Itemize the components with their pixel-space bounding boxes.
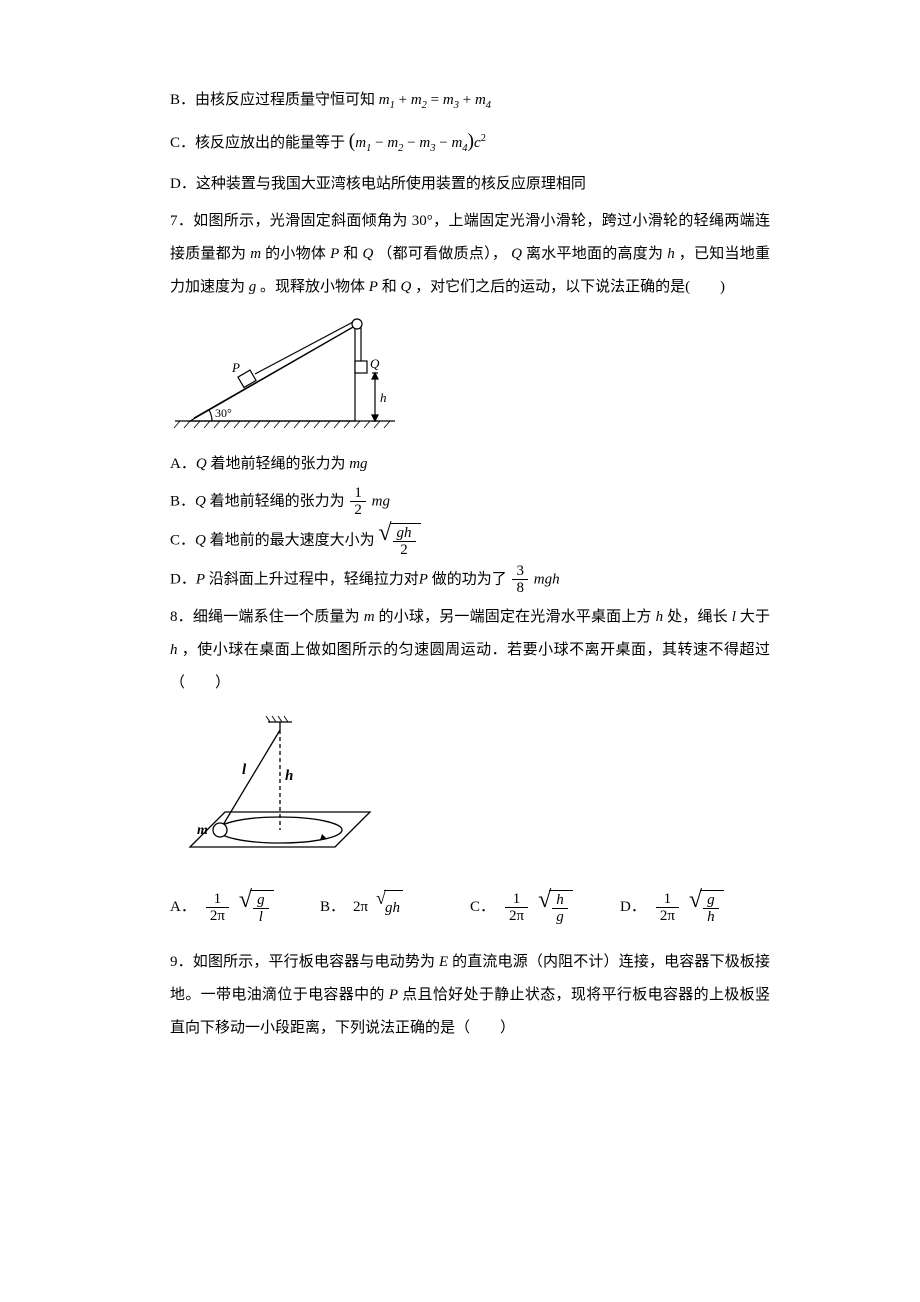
q8-stem: 8．细绳一端系住一个质量为 m 的小球，另一端固定在光滑水平桌面上方 h 处，绳… [170, 601, 770, 700]
q7-fig-angle: 30° [215, 406, 232, 420]
q8-figure: l h m [170, 712, 380, 872]
q7-opt-c: C．Q 着地前的最大速度大小为 √ gh2 [170, 523, 770, 559]
q6-opt-d: D．这种装置与我国大亚湾核电站所使用装置的核反应原理相同 [170, 168, 770, 201]
q6-c-text: C．核反应放出的能量等于 [170, 135, 345, 151]
q9-stem: 9．如图所示，平行板电容器与电动势为 E 的直流电源（内阻不计）连接，电容器下极… [170, 946, 770, 1045]
q8-opt-a: A． 12π √ gl [170, 890, 320, 926]
q8-opt-d: D． 12π √ gh [620, 890, 770, 926]
q6-b-formula: m1 + m2 = m3 + m4 [379, 92, 491, 108]
q6-opt-b: B．由核反应过程质量守恒可知 m1 + m2 = m3 + m4 [170, 84, 770, 117]
q7-fig-h: h [380, 390, 387, 405]
q8-fig-m: m [197, 823, 208, 838]
q7-fig-Q: Q [370, 356, 380, 371]
q7-fig-P: P [231, 360, 240, 375]
q7-opt-d: D．P 沿斜面上升过程中，轻绳拉力对P 做的功为了 38 mgh [170, 563, 770, 597]
q6-c-formula: (m1 − m2 − m3 − m4)c2 [349, 135, 486, 151]
q7-number: 7． [170, 213, 193, 229]
q7-opt-a: A．Q 着地前轻绳的张力为 mg [170, 448, 770, 481]
q8-number: 8． [170, 609, 193, 625]
q8-opt-c: C． 12π √ hg [470, 890, 620, 926]
q7-figure: 30° P Q h [170, 316, 400, 436]
q6-d-text: D．这种装置与我国大亚湾核电站所使用装置的核反应原理相同 [170, 176, 586, 192]
q8-fig-l: l [242, 762, 247, 778]
q8-options: A． 12π √ gl B． 2π √ gh C． 12π √ hg D． 12… [170, 890, 770, 926]
q6-opt-c: C．核反应放出的能量等于 (m1 − m2 − m3 − m4)c2 [170, 121, 770, 164]
q9-number: 9． [170, 954, 193, 970]
q7-opt-b: B．Q 着地前轻绳的张力为 12 mg [170, 485, 770, 519]
q6-b-text: B．由核反应过程质量守恒可知 [170, 92, 375, 108]
q7-stem: 7．如图所示，光滑固定斜面倾角为 30°，上端固定光滑小滑轮，跨过小滑轮的轻绳两… [170, 205, 770, 304]
q8-opt-b: B． 2π √ gh [320, 890, 470, 925]
q8-fig-h: h [285, 768, 293, 784]
